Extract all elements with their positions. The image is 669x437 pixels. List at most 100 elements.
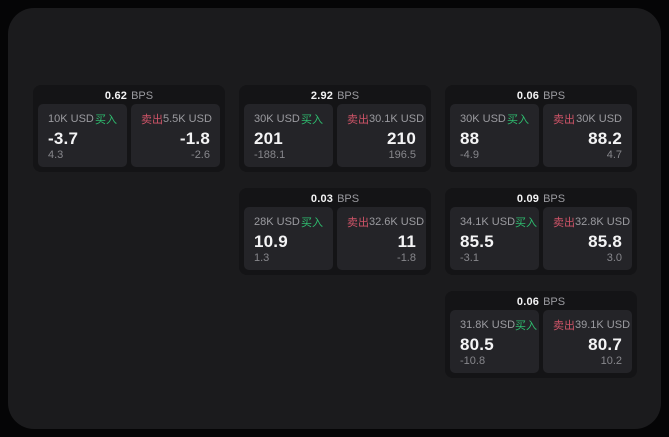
sell-side-label: 卖出 (347, 217, 369, 230)
buy-side-label: 买入 (95, 114, 117, 127)
sell-panel[interactable]: 卖出 39.1K USD 80.7 10.2 (543, 310, 632, 373)
quote-card[interactable]: 0.62 BPS 10K USD 买入 -3.7 4.3 卖出 5.5K USD (33, 85, 225, 172)
card-header: 0.09 BPS (445, 188, 637, 207)
bps-value: 0.09 (516, 192, 540, 205)
sell-size-label: 39.1K USD (575, 319, 631, 332)
buy-size-label: 30K USD (254, 113, 300, 126)
card-header: 0.03 BPS (239, 188, 431, 207)
sell-size-label: 30K USD (576, 113, 622, 126)
quotes-grid: 0.62 BPS 10K USD 买入 -3.7 4.3 卖出 5.5K USD (33, 85, 637, 378)
sell-sub-value: 4.7 (606, 149, 622, 161)
sell-panel-top: 卖出 30.1K USD (347, 111, 424, 127)
buy-size-label: 34.1K USD (460, 216, 516, 229)
card-body: 10K USD 买入 -3.7 4.3 卖出 5.5K USD -1.8 -2.… (33, 104, 225, 172)
quote-card[interactable]: 0.06 BPS 31.8K USD 买入 80.5 -10.8 卖出 39.1… (445, 291, 637, 378)
sell-size-label: 32.8K USD (575, 216, 631, 229)
bps-value: 0.03 (310, 192, 334, 205)
sell-price-value: -1.8 (179, 129, 210, 149)
card-body: 34.1K USD 买入 85.5 -3.1 卖出 32.8K USD 85.8… (445, 207, 637, 275)
buy-price-value: 80.5 (460, 335, 494, 355)
buy-size-label: 30K USD (460, 113, 506, 126)
bps-value: 0.62 (104, 89, 128, 102)
app-surface: 0.62 BPS 10K USD 买入 -3.7 4.3 卖出 5.5K USD (8, 8, 661, 429)
sell-side-label: 卖出 (347, 114, 369, 127)
sell-panel[interactable]: 卖出 32.6K USD 11 -1.8 (337, 207, 426, 270)
buy-side-label: 买入 (515, 217, 538, 230)
buy-panel[interactable]: 28K USD 买入 10.9 1.3 (244, 207, 333, 270)
card-header: 0.06 BPS (445, 85, 637, 104)
buy-panel[interactable]: 30K USD 买入 88 -4.9 (450, 104, 539, 167)
buy-panel[interactable]: 34.1K USD 买入 85.5 -3.1 (450, 207, 539, 270)
card-header: 0.06 BPS (445, 291, 637, 310)
card-header: 0.62 BPS (33, 85, 225, 104)
sell-size-label: 30.1K USD (369, 113, 425, 126)
sell-panel[interactable]: 卖出 5.5K USD -1.8 -2.6 (131, 104, 220, 167)
buy-panel-top: 34.1K USD 买入 (460, 214, 537, 230)
buy-price-value: -3.7 (48, 129, 79, 149)
buy-price-value: 201 (254, 129, 283, 149)
buy-panel[interactable]: 30K USD 买入 201 -188.1 (244, 104, 333, 167)
sell-side-label: 卖出 (553, 114, 575, 127)
buy-price-value: 85.5 (460, 232, 494, 252)
sell-sub-value: 10.2 (600, 355, 622, 367)
buy-size-label: 10K USD (48, 113, 94, 126)
buy-panel[interactable]: 31.8K USD 买入 80.5 -10.8 (450, 310, 539, 373)
bps-value: 0.06 (516, 295, 540, 308)
buy-side-label: 买入 (301, 217, 323, 230)
sell-panel[interactable]: 卖出 30.1K USD 210 196.5 (337, 104, 426, 167)
card-body: 30K USD 买入 88 -4.9 卖出 30K USD 88.2 4.7 (445, 104, 637, 172)
buy-panel-top: 30K USD 买入 (254, 111, 323, 127)
quote-card[interactable]: 0.06 BPS 30K USD 买入 88 -4.9 卖出 30K USD (445, 85, 637, 172)
bps-unit-label: BPS (337, 192, 360, 205)
sell-price-value: 210 (387, 129, 416, 149)
buy-panel-top: 28K USD 买入 (254, 214, 323, 230)
buy-panel-top: 30K USD 买入 (460, 111, 529, 127)
buy-sub-value: -188.1 (254, 149, 286, 161)
sell-price-value: 88.2 (588, 129, 622, 149)
bps-value: 2.92 (310, 89, 334, 102)
bps-unit-label: BPS (543, 295, 566, 308)
quote-card[interactable]: 0.09 BPS 34.1K USD 买入 85.5 -3.1 卖出 32.8K… (445, 188, 637, 275)
quote-card[interactable]: 2.92 BPS 30K USD 买入 201 -188.1 卖出 30.1K … (239, 85, 431, 172)
sell-panel-top: 卖出 30K USD (553, 111, 622, 127)
buy-panel-top: 31.8K USD 买入 (460, 317, 537, 333)
sell-panel[interactable]: 卖出 30K USD 88.2 4.7 (543, 104, 632, 167)
sell-price-value: 11 (397, 232, 416, 252)
sell-side-label: 卖出 (553, 320, 575, 333)
sell-sub-value: 196.5 (388, 149, 416, 161)
sell-size-label: 32.6K USD (369, 216, 425, 229)
card-body: 31.8K USD 买入 80.5 -10.8 卖出 39.1K USD 80.… (445, 310, 637, 378)
buy-side-label: 买入 (515, 320, 538, 333)
sell-panel-top: 卖出 32.6K USD (347, 214, 424, 230)
buy-size-label: 28K USD (254, 216, 300, 229)
buy-panel-top: 10K USD 买入 (48, 111, 117, 127)
sell-panel-top: 卖出 5.5K USD (141, 111, 212, 127)
quote-card[interactable]: 0.03 BPS 28K USD 买入 10.9 1.3 卖出 32.6K US… (239, 188, 431, 275)
card-body: 30K USD 买入 201 -188.1 卖出 30.1K USD 210 1… (239, 104, 431, 172)
bps-unit-label: BPS (543, 89, 566, 102)
sell-price-value: 85.8 (588, 232, 622, 252)
sell-sub-value: -2.6 (191, 149, 210, 161)
card-body: 28K USD 买入 10.9 1.3 卖出 32.6K USD 11 -1.8 (239, 207, 431, 275)
sell-panel[interactable]: 卖出 32.8K USD 85.8 3.0 (543, 207, 632, 270)
sell-side-label: 卖出 (553, 217, 575, 230)
buy-sub-value: -10.8 (460, 355, 486, 367)
buy-side-label: 买入 (507, 114, 529, 127)
sell-price-value: 80.7 (588, 335, 622, 355)
buy-sub-value: 4.3 (48, 149, 64, 161)
buy-price-value: 10.9 (254, 232, 288, 252)
bps-unit-label: BPS (543, 192, 566, 205)
buy-price-value: 88 (460, 129, 480, 149)
sell-panel-top: 卖出 32.8K USD (553, 214, 630, 230)
buy-panel[interactable]: 10K USD 买入 -3.7 4.3 (38, 104, 127, 167)
bps-unit-label: BPS (131, 89, 154, 102)
card-header: 2.92 BPS (239, 85, 431, 104)
bps-value: 0.06 (516, 89, 540, 102)
sell-sub-value: 3.0 (606, 252, 622, 264)
buy-size-label: 31.8K USD (460, 319, 516, 332)
buy-sub-value: -4.9 (460, 149, 479, 161)
sell-side-label: 卖出 (141, 114, 163, 127)
buy-sub-value: -3.1 (460, 252, 479, 264)
buy-side-label: 买入 (301, 114, 323, 127)
sell-sub-value: -1.8 (397, 252, 416, 264)
